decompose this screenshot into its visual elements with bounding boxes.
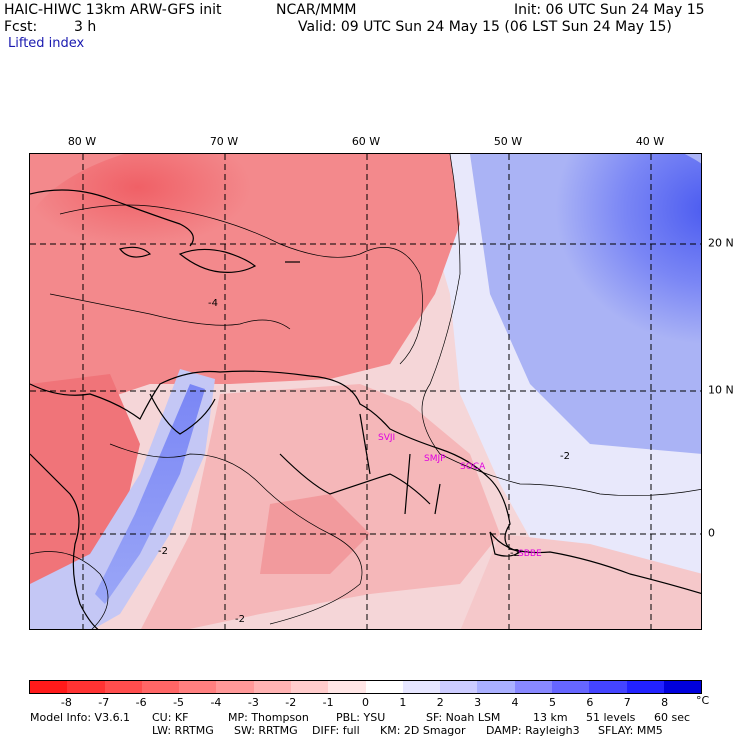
colorbar-tick-label: -4 bbox=[210, 696, 222, 709]
footer-item: 51 levels bbox=[586, 711, 636, 724]
lifted-index-map: -4 -2 -2 -2 -2 SVJI SMJP SOCA SBBE bbox=[29, 153, 702, 630]
lifted-index-contours bbox=[30, 154, 701, 629]
field-name: Lifted index bbox=[8, 36, 85, 51]
forecast-hour: 3 h bbox=[74, 19, 97, 35]
contour-minus4-south bbox=[49, 293, 291, 330]
colorbar-swatch bbox=[290, 681, 329, 693]
footer-item: DIFF: full bbox=[312, 724, 360, 737]
footer-item: SW: RRTMG bbox=[234, 724, 298, 737]
guianas-borders bbox=[359, 413, 441, 515]
border-line bbox=[279, 453, 431, 505]
cuba-coast bbox=[30, 189, 194, 247]
footer-item: 13 km bbox=[533, 711, 568, 724]
south-america-north-coast bbox=[30, 370, 701, 595]
colorbar-swatch bbox=[551, 681, 590, 693]
contour-label: -2 bbox=[510, 548, 520, 559]
colorbar-swatch bbox=[440, 681, 478, 693]
contour-minus2-east bbox=[421, 154, 701, 497]
jamaica-coast bbox=[118, 246, 152, 258]
footer-item: PBL: YSU bbox=[336, 711, 386, 724]
andes-stable-area bbox=[30, 369, 215, 629]
contour-minus4-north bbox=[59, 204, 423, 365]
lon-label-70w: 70 W bbox=[209, 135, 239, 148]
andes-stable-streak bbox=[95, 384, 205, 604]
brazil-coast-area bbox=[460, 534, 701, 629]
maracaibo-coast bbox=[149, 393, 216, 435]
colorbar-tick-label: 5 bbox=[548, 696, 556, 709]
colorbar-swatch bbox=[253, 681, 291, 693]
footer-item: 60 sec bbox=[654, 711, 691, 724]
colorbar-tick-label: 7 bbox=[623, 696, 631, 709]
colorbar-swatch bbox=[104, 681, 142, 693]
colorbar-tick-label: -3 bbox=[247, 696, 259, 709]
colorbar-swatch bbox=[216, 681, 254, 693]
colorbar-swatch bbox=[477, 681, 515, 693]
colorbar-tick-label: -6 bbox=[135, 696, 147, 709]
colorbar-tick-label: -5 bbox=[173, 696, 185, 709]
colorbar-tick-label: 6 bbox=[586, 696, 594, 709]
colorbar-swatch bbox=[626, 681, 664, 693]
footer-item: DAMP: Rayleigh3 bbox=[486, 724, 580, 737]
colorbar bbox=[29, 680, 702, 694]
lon-label-80w: 80 W bbox=[67, 135, 97, 148]
lat-label-equator: 0 bbox=[708, 526, 715, 540]
footer-item: SFLAY: MM5 bbox=[598, 724, 663, 737]
colorbar-tick-label: 3 bbox=[474, 696, 482, 709]
colorbar-swatch bbox=[30, 681, 68, 693]
footer-item: MP: Thompson bbox=[228, 711, 309, 724]
colorbar-tick-label: -1 bbox=[322, 696, 334, 709]
colorbar-swatch bbox=[67, 681, 105, 693]
contour-minus2-south bbox=[109, 443, 363, 625]
colorbar-swatch bbox=[179, 681, 217, 693]
organization-label: NCAR/MMM bbox=[276, 2, 357, 18]
colorbar-tick-label: 8 bbox=[661, 696, 669, 709]
colorbar-tick-label: -7 bbox=[98, 696, 110, 709]
valid-time: Valid: 09 UTC Sun 24 May 15 (06 LST Sun … bbox=[298, 19, 672, 35]
station-soca: SOCA bbox=[460, 462, 486, 472]
forecast-label: Fcst: bbox=[4, 19, 38, 35]
colorbar-tick-label: 1 bbox=[399, 696, 407, 709]
footer-item: CU: KF bbox=[152, 711, 189, 724]
station-svji: SVJI bbox=[378, 433, 395, 443]
contour-label: -2 bbox=[560, 451, 570, 462]
contour-minus2-west bbox=[30, 551, 109, 629]
colorbar-tick-label: 4 bbox=[511, 696, 519, 709]
lat-label-20n: 20 N bbox=[708, 236, 734, 250]
colorbar-unit: °C bbox=[696, 694, 710, 707]
model-title: HAIC-HIWC 13km ARW-GFS init bbox=[4, 2, 222, 18]
colorbar-swatch bbox=[663, 681, 702, 693]
colorbar-swatch bbox=[514, 681, 552, 693]
footer-item: KM: 2D Smagor bbox=[380, 724, 466, 737]
colorbar-tick-label: -2 bbox=[285, 696, 297, 709]
init-time: Init: 06 UTC Sun 24 May 15 bbox=[514, 2, 705, 18]
colorbar-swatch bbox=[589, 681, 627, 693]
colorbar-tick-label: 2 bbox=[436, 696, 444, 709]
station-smjp: SMJP bbox=[424, 454, 446, 464]
lat-label-10n: 10 N bbox=[708, 383, 734, 397]
contour-label: -2 bbox=[158, 546, 168, 557]
colorbar-tick-label: 0 bbox=[362, 696, 369, 709]
strongly-stable-area bbox=[430, 154, 701, 434]
colorbar-swatch bbox=[141, 681, 180, 693]
pacific-coast bbox=[30, 453, 99, 629]
marajo-island bbox=[489, 531, 522, 557]
lon-label-40w: 40 W bbox=[635, 135, 665, 148]
colorbar-tick-label: -8 bbox=[60, 696, 72, 709]
lat-lon-grid bbox=[30, 154, 701, 629]
colorbar-swatch bbox=[328, 681, 366, 693]
colorbar-swatch bbox=[402, 681, 441, 693]
footer-item: LW: RRTMG bbox=[152, 724, 214, 737]
contour-label: -4 bbox=[208, 298, 218, 309]
coastlines bbox=[30, 189, 701, 629]
lon-label-50w: 50 W bbox=[493, 135, 523, 148]
lon-label-60w: 60 W bbox=[351, 135, 381, 148]
contour-label: -2 bbox=[235, 614, 245, 625]
footer-item: SF: Noah LSM bbox=[426, 711, 501, 724]
footer-item: Model Info: V3.6.1 bbox=[30, 711, 131, 724]
hispaniola-coast bbox=[178, 248, 257, 273]
station-sbbe: SBBE bbox=[518, 549, 542, 559]
colorbar-swatch bbox=[365, 681, 403, 693]
